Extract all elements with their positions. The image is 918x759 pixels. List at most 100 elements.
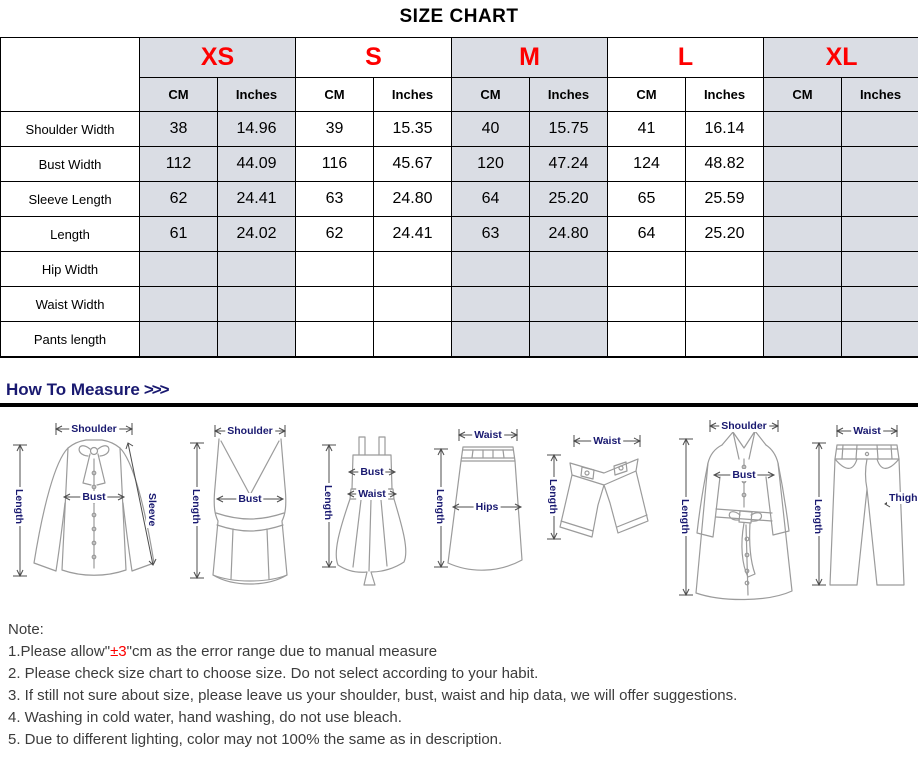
sleeve-label: Sleeve [146,491,158,528]
cell [296,322,374,358]
cell [764,322,842,358]
cell: 65 [608,182,686,217]
waist-label: Waist [851,425,883,437]
coat-figure: Shoulder Length Bust [660,415,805,605]
tank-top-drawing [185,415,315,605]
cell: 45.67 [374,147,452,182]
row-label: Sleeve Length [1,182,140,217]
shoulder-label: Shoulder [225,425,275,437]
size-header-s: S [296,38,452,78]
unit-header-cm: CM [296,78,374,112]
cell [842,322,918,358]
cell: 25.20 [530,182,608,217]
cell: 40 [452,112,530,147]
cell [764,287,842,322]
bust-label: Bust [236,493,263,505]
cell: 63 [452,217,530,252]
cell: 15.35 [374,112,452,147]
table-row: Hip Width [1,252,918,287]
cell: 61 [140,217,218,252]
cell: 48.82 [686,147,764,182]
waist-label: Waist [356,488,388,500]
unit-header-inches: Inches [374,78,452,112]
cell: 25.59 [686,182,764,217]
cell: 39 [296,112,374,147]
row-label: Pants length [1,322,140,358]
tolerance-value: ±3 [110,643,127,660]
bust-label: Bust [80,491,107,503]
thigh-label: Thigh [887,492,918,504]
blouse-figure: Shoulder Length Bust Sleeve [0,415,185,605]
unit-header-cm: CM [608,78,686,112]
waist-label: Waist [472,429,504,441]
cell [140,322,218,358]
row-label: Length [1,217,140,252]
cell [452,287,530,322]
unit-header-inches: Inches [842,78,918,112]
cell: 64 [452,182,530,217]
waist-label: Waist [591,435,623,447]
measure-figures: Shoulder Length Bust Sleeve Shoulder Len… [0,415,918,605]
cell [764,217,842,252]
table-row: Shoulder Width 38 14.96 39 15.35 40 15.7… [1,112,918,147]
cell [218,287,296,322]
cell [842,287,918,322]
bust-label: Bust [730,469,757,481]
row-label: Shoulder Width [1,112,140,147]
cell: 41 [608,112,686,147]
how-to-measure-label: How To Measure [6,380,140,399]
shorts-figure: Waist Length [540,415,660,605]
size-header-l: L [608,38,764,78]
dress-figure: Length Bust Waist [315,415,425,605]
note-line-1: 1.Please allow"±3"cm as the error range … [8,641,918,663]
cell [218,252,296,287]
page-title: SIZE CHART [0,6,918,28]
cell: 24.80 [374,182,452,217]
cell [764,182,842,217]
note-line-2: 2. Please check size chart to choose siz… [8,663,918,685]
cell: 112 [140,147,218,182]
cell: 38 [140,112,218,147]
table-row: Waist Width [1,287,918,322]
cell: 44.09 [218,147,296,182]
cell: 24.41 [374,217,452,252]
size-header-m: M [452,38,608,78]
length-label: Length [679,497,691,536]
cell [140,287,218,322]
length-label: Length [812,497,824,536]
cell [608,322,686,358]
hips-label: Hips [474,501,501,513]
cell: 116 [296,147,374,182]
cell: 14.96 [218,112,296,147]
cell: 25.20 [686,217,764,252]
size-header-xs: XS [140,38,296,78]
table-row: Sleeve Length 62 24.41 63 24.80 64 25.20… [1,182,918,217]
row-label: Bust Width [1,147,140,182]
cell [842,182,918,217]
cell [764,112,842,147]
note-line-4: 4. Washing in cold water, hand washing, … [8,707,918,729]
unit-header-inches: Inches [686,78,764,112]
cell: 16.14 [686,112,764,147]
cell [686,322,764,358]
cell [608,287,686,322]
corner-cell [1,38,140,112]
skirt-figure: Waist Length Hips [425,415,540,605]
cell [842,112,918,147]
cell [296,287,374,322]
cell: 63 [296,182,374,217]
cell [842,252,918,287]
cell: 24.02 [218,217,296,252]
cell: 62 [296,217,374,252]
shoulder-label: Shoulder [719,420,769,432]
tank-top-figure: Shoulder Length Bust [185,415,315,605]
size-chart-table: XS S M L XL CM Inches CM Inches CM Inche… [0,37,918,358]
cell [530,252,608,287]
row-label: Waist Width [1,287,140,322]
cell [764,252,842,287]
length-label: Length [547,477,559,516]
length-label: Length [190,487,202,526]
cell [842,217,918,252]
table-row: Pants length [1,322,918,358]
unit-header-cm: CM [452,78,530,112]
